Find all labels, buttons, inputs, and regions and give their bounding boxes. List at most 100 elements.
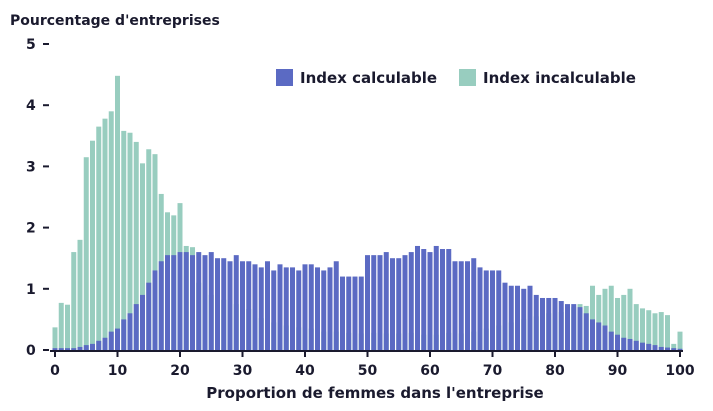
x-tick-label-80: 80 [545, 363, 565, 379]
bar-calculable-92 [627, 338, 633, 350]
legend-swatch-incalculable [459, 69, 476, 86]
y-tick-label-1: 1 [26, 282, 36, 298]
bar-calculable-25 [208, 252, 214, 350]
y-tick-label-3: 3 [26, 159, 36, 175]
y-axis: 0 1 2 3 4 5 [26, 37, 49, 359]
bar-calculable-1 [58, 348, 64, 350]
x-tick-label-90: 90 [608, 363, 628, 379]
legend-swatch-calculable [276, 69, 293, 86]
bar-calculable-84 [577, 307, 583, 350]
bar-incalculable-11 [121, 130, 127, 350]
bar-calculable-45 [333, 261, 339, 350]
bar-incalculable-5 [83, 157, 89, 350]
x-tick-label-10: 10 [108, 363, 128, 379]
bar-calculable-67 [471, 258, 477, 350]
legend-label-calculable: Index calculable [300, 69, 437, 87]
bar-calculable-60 [427, 252, 433, 350]
bar-calculable-42 [315, 267, 320, 350]
bar-calculable-82 [565, 304, 570, 350]
bar-incalculable-89 [608, 285, 614, 350]
bar-calculable-73 [508, 285, 514, 350]
bar-incalculable-10 [115, 75, 120, 350]
bar-calculable-63 [446, 249, 452, 350]
bar-incalculable-12 [127, 132, 133, 350]
bar-calculable-17 [158, 261, 164, 350]
bar-incalculable-13 [133, 141, 139, 350]
bar-incalculable-14 [140, 163, 145, 350]
bar-calculable-68 [477, 267, 483, 350]
bar-calculable-10 [115, 328, 120, 350]
x-tick-label-100: 100 [665, 363, 694, 379]
bar-incalculable-4 [77, 239, 83, 350]
bar-calculable-43 [321, 270, 327, 350]
bar-calculable-27 [221, 258, 227, 350]
legend: Index calculable Index incalculable [276, 69, 636, 87]
bar-calculable-74 [515, 285, 520, 350]
bar-incalculable-2 [65, 304, 70, 350]
bar-incalculable-90 [615, 297, 620, 350]
bar-calculable-11 [121, 319, 127, 350]
bar-incalculable-98 [665, 315, 670, 350]
bar-calculable-59 [421, 249, 427, 350]
legend-label-incalculable: Index incalculable [483, 69, 636, 87]
bar-calculable-41 [308, 264, 314, 350]
x-tick-label-20: 20 [170, 363, 190, 379]
bar-calculable-58 [415, 245, 420, 350]
bar-calculable-5 [83, 345, 89, 350]
bar-calculable-40 [302, 264, 308, 350]
bar-calculable-12 [127, 313, 133, 350]
bar-calculable-46 [340, 276, 345, 350]
bar-calculable-29 [233, 255, 239, 350]
bar-calculable-6 [90, 343, 95, 350]
x-tick-label-70: 70 [483, 363, 503, 379]
bar-incalculable-92 [627, 288, 633, 350]
bar-calculable-72 [502, 282, 508, 350]
bar-calculable-88 [602, 325, 608, 350]
bar-incalculable-86 [590, 285, 595, 350]
bar-calculable-75 [521, 288, 527, 350]
bar-calculable-8 [102, 337, 108, 350]
bar-calculable-35 [271, 270, 277, 350]
bar-calculable-0 [52, 348, 58, 350]
bar-calculable-4 [77, 346, 83, 350]
bar-calculable-71 [496, 270, 502, 350]
bar-calculable-39 [296, 270, 302, 350]
bar-calculable-20 [177, 252, 183, 350]
bar-incalculable-94 [640, 308, 645, 350]
bar-incalculable-99 [671, 343, 677, 350]
bar-incalculable-6 [90, 140, 95, 350]
bar-calculable-36 [277, 264, 283, 350]
bar-calculable-37 [283, 267, 289, 350]
bar-calculable-91 [621, 337, 627, 350]
x-tick-label-50: 50 [358, 363, 378, 379]
bar-incalculable-15 [146, 149, 152, 350]
bar-calculable-87 [596, 322, 602, 350]
bar-calculable-34 [265, 261, 270, 350]
y-tick-label-0: 0 [26, 343, 36, 359]
bar-calculable-53 [383, 252, 389, 350]
bar-calculable-26 [215, 258, 220, 350]
bar-incalculable-97 [658, 312, 664, 350]
bar-calculable-95 [646, 343, 652, 350]
bar-incalculable-7 [96, 126, 102, 351]
bar-calculable-76 [527, 285, 533, 350]
bar-calculable-38 [290, 267, 295, 350]
bar-incalculable-100 [677, 331, 683, 350]
x-axis-title: Proportion de femmes dans l'entreprise [206, 384, 543, 402]
bar-calculable-15 [146, 282, 152, 350]
bar-calculable-24 [202, 255, 208, 350]
bar-incalculable-95 [646, 310, 652, 350]
bar-incalculable-91 [621, 294, 627, 350]
bar-calculable-78 [540, 297, 545, 350]
bar-calculable-33 [258, 267, 264, 350]
bar-calculable-55 [396, 258, 402, 350]
bar-calculable-23 [196, 252, 202, 350]
bar-calculable-66 [465, 261, 470, 350]
bar-incalculable-88 [602, 288, 608, 350]
x-tick-label-0: 0 [50, 363, 60, 379]
bar-calculable-28 [227, 261, 233, 350]
bar-calculable-50 [365, 255, 370, 350]
bar-calculable-61 [433, 245, 439, 350]
bar-calculable-86 [590, 319, 595, 350]
